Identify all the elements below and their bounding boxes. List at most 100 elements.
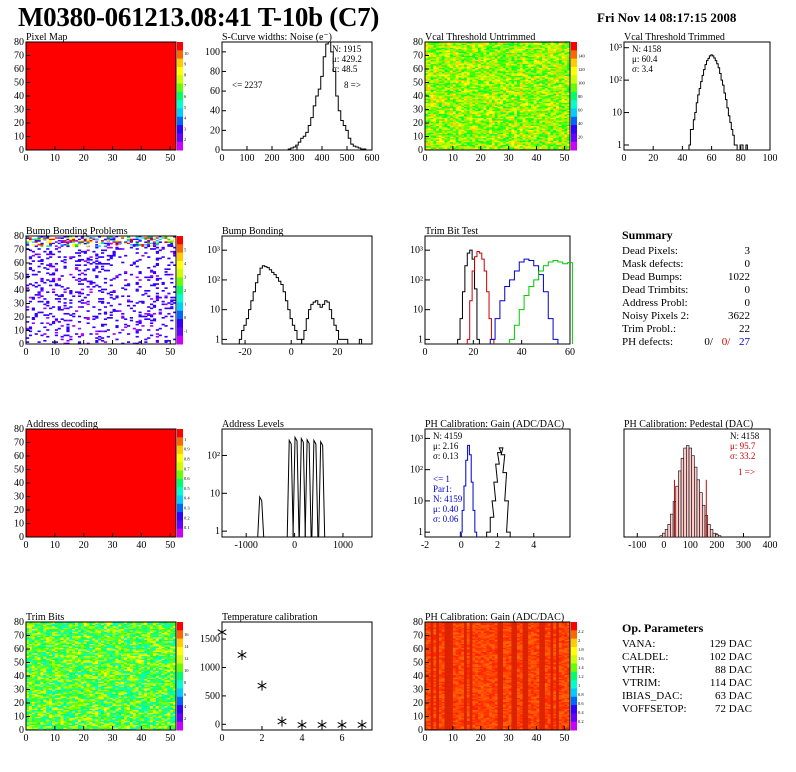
colorbar-segment bbox=[571, 655, 577, 665]
heatmap-cell bbox=[95, 244, 99, 246]
x-tick-label: 0 bbox=[24, 153, 29, 164]
heatmap-cell bbox=[66, 237, 70, 239]
heatmap-cell bbox=[103, 242, 107, 245]
heatmap-cell bbox=[167, 241, 171, 243]
y-tick-label: 1 bbox=[215, 526, 220, 537]
colorbar-segment bbox=[177, 528, 183, 538]
star-stroke bbox=[297, 721, 307, 728]
x-tick-label: 20 bbox=[79, 733, 89, 744]
heatmap-cell bbox=[147, 241, 151, 243]
heatmap-cells bbox=[425, 42, 571, 151]
heatmap-cell bbox=[101, 241, 104, 243]
plot-title: Pixel Map bbox=[26, 32, 67, 43]
colorbar-segment bbox=[571, 58, 577, 68]
heatmap-cell bbox=[31, 238, 35, 241]
heatmap-cell bbox=[170, 242, 174, 245]
x-tick-label: 20 bbox=[332, 347, 342, 358]
summary-row: Address Probl: 0 bbox=[622, 297, 750, 310]
colorbar-label: 4 bbox=[184, 704, 187, 709]
colorbar-label: 0.6 bbox=[578, 701, 584, 706]
heatmap-cell bbox=[49, 242, 52, 245]
heatmap-cell bbox=[135, 237, 139, 239]
colorbar-label: 6 bbox=[184, 94, 187, 99]
colorbar-segment bbox=[571, 663, 577, 673]
colorbar-segment bbox=[177, 133, 183, 143]
summary-row: Noisy Pixels 2: 3622 bbox=[622, 310, 750, 323]
heatmap-cell bbox=[152, 241, 156, 243]
heatmap-cell bbox=[28, 237, 32, 239]
heatmap-cell bbox=[92, 237, 96, 239]
heatmap-cell bbox=[173, 241, 176, 243]
heatmap-cell bbox=[72, 237, 76, 239]
colorbar-segment bbox=[177, 646, 183, 656]
heatmap-cell bbox=[46, 238, 50, 241]
op-param-value: 129 DAC bbox=[709, 638, 752, 650]
stats-text: μ: 429.2 bbox=[332, 54, 362, 64]
heatmap-cell bbox=[155, 240, 159, 242]
colorbar-segment bbox=[177, 294, 183, 303]
peak bbox=[292, 435, 300, 538]
heatmap-cell bbox=[69, 238, 73, 241]
y-tick-label: 40 bbox=[14, 285, 24, 296]
op-param-label: VTRIM: bbox=[622, 677, 661, 689]
series-line bbox=[457, 249, 480, 344]
heatmap-cell bbox=[54, 237, 58, 239]
op-param-label: VANA: bbox=[622, 638, 656, 650]
stats-text: N: 1915 bbox=[332, 44, 362, 54]
plot-title: PH Calibration: Gain (ADC/DAC) bbox=[425, 612, 564, 623]
summary-row: Trim Probl.: 22 bbox=[622, 323, 750, 336]
op-param-value: 88 DAC bbox=[715, 664, 752, 676]
y-tick-label: 1 bbox=[215, 334, 220, 345]
colorbar-segment bbox=[177, 302, 183, 312]
colorbar-label: 3 bbox=[184, 126, 187, 131]
heatmap-cell bbox=[66, 241, 70, 243]
colorbar-segment bbox=[177, 236, 183, 245]
x-tick-label: 0 bbox=[292, 540, 297, 551]
x-tick-label: 2 bbox=[495, 540, 500, 551]
y-tick-label: 60 bbox=[413, 64, 423, 75]
x-tick-label: 50 bbox=[559, 733, 569, 744]
heatmap-cell bbox=[83, 241, 87, 243]
heatmap-cell bbox=[26, 236, 29, 238]
colorbar-label: 100 bbox=[578, 81, 586, 86]
y-tick-label: 10² bbox=[207, 275, 220, 286]
series-line bbox=[489, 258, 559, 344]
y-tick-label: 10³ bbox=[207, 245, 220, 256]
y-tick-label: 0 bbox=[215, 145, 220, 156]
heatmap-cells bbox=[26, 622, 177, 731]
heatmap-cell bbox=[86, 236, 90, 238]
colorbar-label: 120 bbox=[578, 67, 586, 72]
x-tick-label: 100 bbox=[240, 153, 255, 164]
heatmap-cell bbox=[49, 245, 52, 247]
summary-label: Dead Pixels: bbox=[622, 245, 678, 257]
heatmap-cell bbox=[69, 236, 73, 238]
y-tick-label: 100 bbox=[205, 47, 220, 58]
y-tick-label: 40 bbox=[413, 671, 423, 682]
colorbar-label: 0.8 bbox=[578, 692, 584, 697]
summary-value: 1022 bbox=[728, 271, 750, 283]
heatmap-cell bbox=[77, 242, 81, 245]
heatmap-cell bbox=[86, 245, 90, 247]
op-param-row: VTHR: 88 DAC bbox=[622, 664, 752, 677]
colorbar-label: 2 bbox=[184, 137, 186, 142]
heatmap-fill bbox=[26, 42, 176, 150]
colorbar-segment bbox=[177, 445, 183, 455]
summary-value: 0 bbox=[744, 258, 751, 270]
bar bbox=[675, 485, 679, 538]
heatmap-cell bbox=[57, 242, 61, 245]
heatmap-cell bbox=[132, 238, 136, 241]
heatmap-cell bbox=[129, 238, 133, 241]
star-stroke bbox=[277, 718, 287, 725]
heatmap-cell bbox=[106, 242, 110, 245]
colorbar-segment bbox=[177, 622, 183, 631]
stats-text: N: 4158 bbox=[730, 431, 760, 441]
heatmap-cell bbox=[34, 238, 38, 241]
colorbar-label: 0.1 bbox=[184, 525, 190, 530]
heatmap-cell bbox=[80, 242, 84, 245]
peak bbox=[298, 436, 306, 538]
y-tick-label: 1000 bbox=[200, 662, 220, 673]
heatmap-cell bbox=[83, 238, 87, 241]
colorbar-segment bbox=[571, 116, 577, 126]
colorbar-segment bbox=[571, 721, 577, 731]
